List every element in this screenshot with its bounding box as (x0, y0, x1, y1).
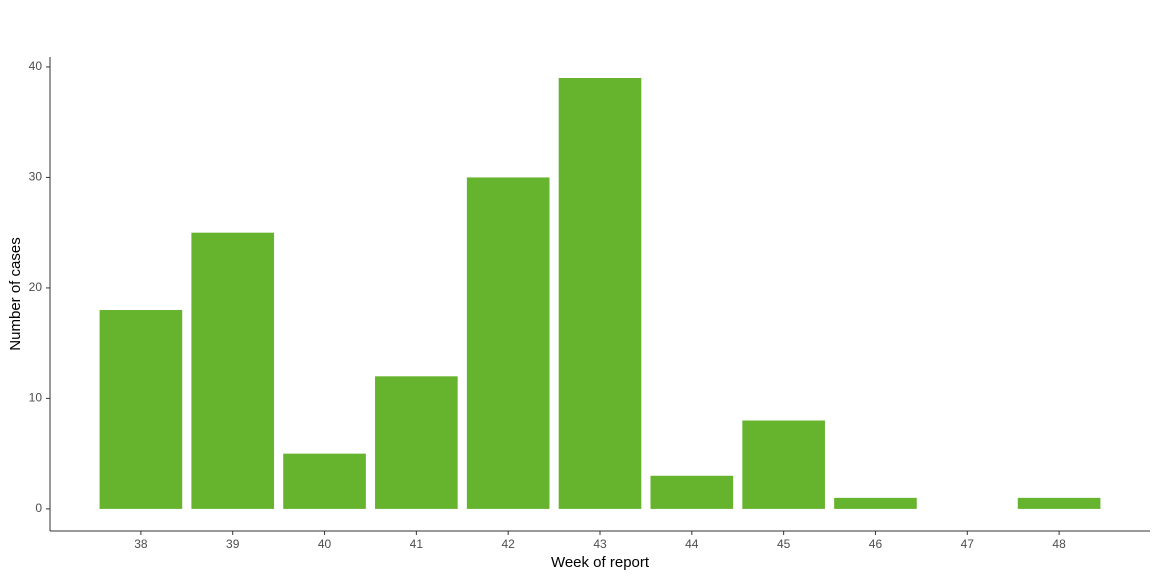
y-axis-title: Number of cases (7, 237, 24, 350)
x-tick-label: 48 (1052, 537, 1066, 551)
y-tick-label: 30 (29, 170, 43, 184)
x-tick-label: 44 (685, 537, 699, 551)
x-tick-label: 42 (502, 537, 516, 551)
bar (1017, 497, 1101, 509)
x-tick-label: 43 (593, 537, 607, 551)
y-tick-label: 20 (29, 280, 43, 294)
y-tick-label: 10 (29, 391, 43, 405)
bar (283, 453, 366, 509)
x-axis-title: Week of report (551, 554, 650, 571)
bar (558, 77, 642, 509)
x-tick-label: 38 (134, 537, 148, 551)
y-tick-label: 0 (35, 501, 42, 515)
bar (191, 232, 275, 509)
bar (99, 310, 183, 509)
x-tick-label: 40 (318, 537, 332, 551)
x-tick-label: 41 (410, 537, 424, 551)
bar (742, 420, 825, 509)
x-tick-label: 47 (961, 537, 975, 551)
bar (834, 497, 917, 509)
y-tick-label: 40 (29, 59, 43, 73)
bar (650, 475, 734, 509)
x-tick-label: 45 (777, 537, 791, 551)
bar (466, 177, 550, 509)
x-tick-label: 39 (226, 537, 240, 551)
bar (375, 376, 458, 509)
x-tick-label: 46 (869, 537, 883, 551)
